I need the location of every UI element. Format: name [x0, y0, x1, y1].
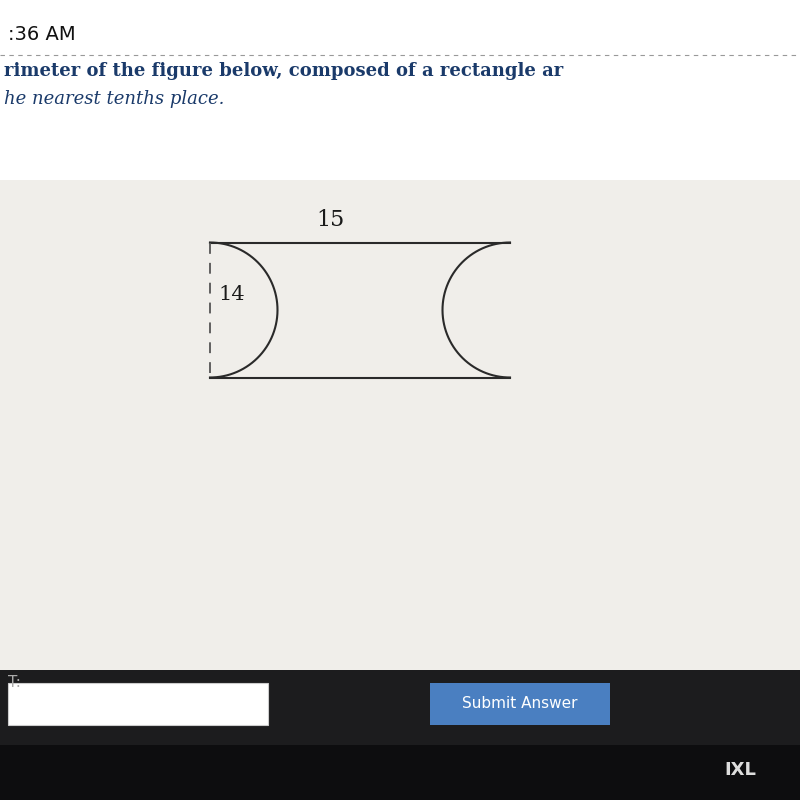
- Bar: [0, 670, 800, 800]
- Text: rimeter of the figure below, composed of a rectangle ar: rimeter of the figure below, composed of…: [4, 62, 563, 80]
- Text: he nearest tenths place.: he nearest tenths place.: [4, 90, 224, 108]
- Text: 14: 14: [218, 286, 245, 305]
- Text: :36 AM: :36 AM: [8, 25, 76, 44]
- Bar: [8, 683, 268, 725]
- Bar: [0, 745, 800, 800]
- Text: 15: 15: [316, 209, 344, 230]
- Text: T:: T:: [8, 675, 21, 690]
- Bar: [0, 0, 800, 180]
- Text: IXL: IXL: [724, 761, 756, 779]
- Bar: [430, 683, 610, 725]
- Text: Submit Answer: Submit Answer: [462, 697, 578, 711]
